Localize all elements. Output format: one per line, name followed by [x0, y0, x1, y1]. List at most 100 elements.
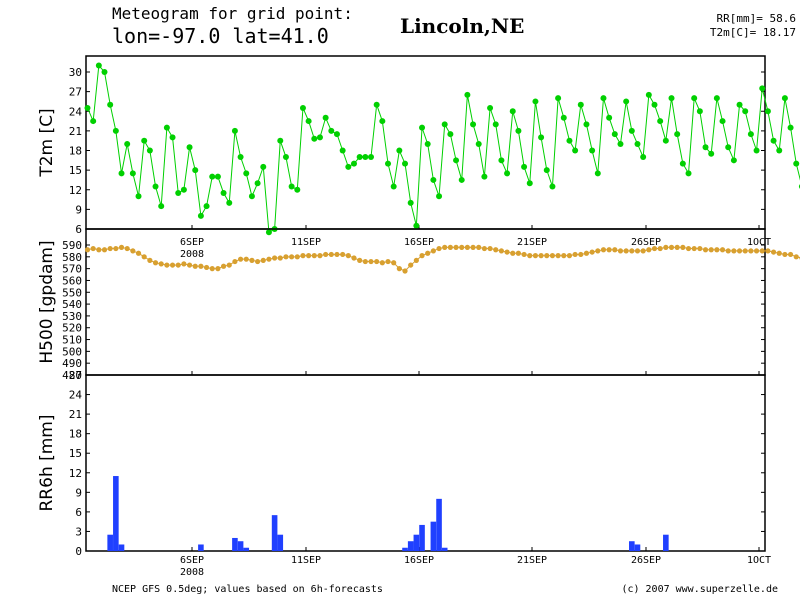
t2m-point [555, 95, 562, 102]
rr-bar [243, 547, 250, 551]
rr-bar [441, 547, 448, 551]
h500-point [697, 245, 703, 252]
h500-point [680, 244, 686, 250]
t2m-point [311, 135, 318, 142]
x-tick-label: 16SEP [404, 555, 434, 566]
t2m-point [350, 160, 357, 167]
h500-point [169, 262, 176, 268]
h500-point [419, 253, 425, 259]
x-tick-label: 11SEP [291, 237, 321, 248]
h500-point [84, 247, 91, 253]
h500-point [657, 245, 663, 252]
stat-t2m-mean: T2m[C]= 18.17 [709, 26, 796, 39]
t2m-point [90, 118, 97, 125]
rr-bar [663, 534, 669, 551]
rr-bar [271, 515, 278, 551]
h500-point [408, 262, 414, 268]
t2m-point [759, 85, 766, 92]
h500-point [317, 253, 323, 259]
t2m-point [277, 137, 284, 144]
x-tick-label: 21SEP [517, 237, 547, 248]
h500-point [685, 245, 692, 252]
h500-point [220, 263, 227, 269]
panel-frame [85, 374, 766, 552]
t2m-point [107, 101, 114, 108]
h500-point [691, 245, 697, 252]
t2m-point [84, 104, 91, 111]
h500-point [255, 258, 261, 265]
h500-point [192, 263, 198, 269]
t2m-point [526, 180, 533, 187]
h500-point [260, 257, 266, 263]
h500-point [118, 244, 125, 250]
t2m-point [436, 193, 443, 200]
y-tick-label: 580 [62, 251, 82, 264]
t2m-point [583, 121, 590, 128]
t2m-point [549, 183, 556, 190]
t2m-point [770, 137, 777, 144]
t2m-point [606, 114, 613, 121]
t2m-point [243, 170, 250, 177]
t2m-point [237, 154, 244, 161]
h500-point [402, 268, 408, 274]
t2m-point [158, 203, 165, 210]
h500-point [135, 250, 142, 256]
y-tick-label: 6 [75, 506, 82, 519]
t2m-point [747, 131, 754, 138]
h500-point [249, 257, 255, 263]
chart-title-coordinates: lon=-97.0 lat=41.0 [112, 24, 329, 48]
t2m-point [543, 167, 550, 174]
h500-point [731, 248, 737, 254]
t2m-point [532, 98, 539, 105]
t2m-point [373, 101, 380, 108]
t2m-point [345, 163, 352, 170]
h500-point [549, 253, 556, 259]
t2m-point [487, 104, 494, 111]
t2m-point [112, 127, 119, 134]
rr-bar [113, 476, 119, 551]
t2m-point [453, 157, 460, 164]
h500-point [504, 249, 510, 255]
h500-point [436, 245, 442, 252]
x-tick-label: 6SEP [180, 555, 204, 566]
h500-point [237, 256, 244, 262]
h500-point [498, 248, 505, 254]
h500-point [90, 245, 96, 252]
t2m-point [725, 144, 732, 151]
y-tick-label: 12 [69, 184, 82, 197]
h500-point [430, 248, 436, 254]
rr-bar [419, 524, 425, 551]
h500-point [617, 248, 624, 254]
rr-bar [407, 541, 414, 551]
y-tick-label: 0 [75, 545, 82, 558]
t2m-point [419, 124, 426, 131]
h500-point [209, 266, 215, 272]
t2m-series-line [87, 64, 800, 234]
h500-point [748, 248, 754, 254]
rr-bar [198, 544, 204, 551]
y-tick-label: 590 [62, 239, 82, 252]
t2m-point [475, 140, 482, 147]
y-tick-label: 27 [69, 86, 82, 99]
t2m-point [674, 131, 681, 138]
location-name: Lincoln,NE [400, 14, 525, 38]
rr-bar [430, 521, 437, 551]
h500-point [561, 253, 567, 259]
h500-point [725, 248, 731, 254]
h500-point [753, 248, 760, 254]
t2m-point [504, 170, 511, 177]
y-tick-label: 490 [62, 357, 82, 370]
rr-bar [277, 534, 284, 551]
y-tick-label: 560 [62, 274, 82, 287]
t2m-point [668, 95, 675, 102]
h500-point [736, 248, 743, 254]
h500-point [566, 253, 573, 259]
t2m-point [634, 140, 641, 147]
h500-point [186, 262, 193, 268]
x-tick-label: 1OCT [747, 237, 771, 248]
t2m-point [180, 186, 187, 193]
footer-source-note: NCEP GFS 0.5deg; values based on 6h-fore… [112, 584, 383, 595]
h500-point [668, 244, 675, 250]
t2m-point [288, 183, 295, 190]
t2m-point [163, 124, 170, 131]
